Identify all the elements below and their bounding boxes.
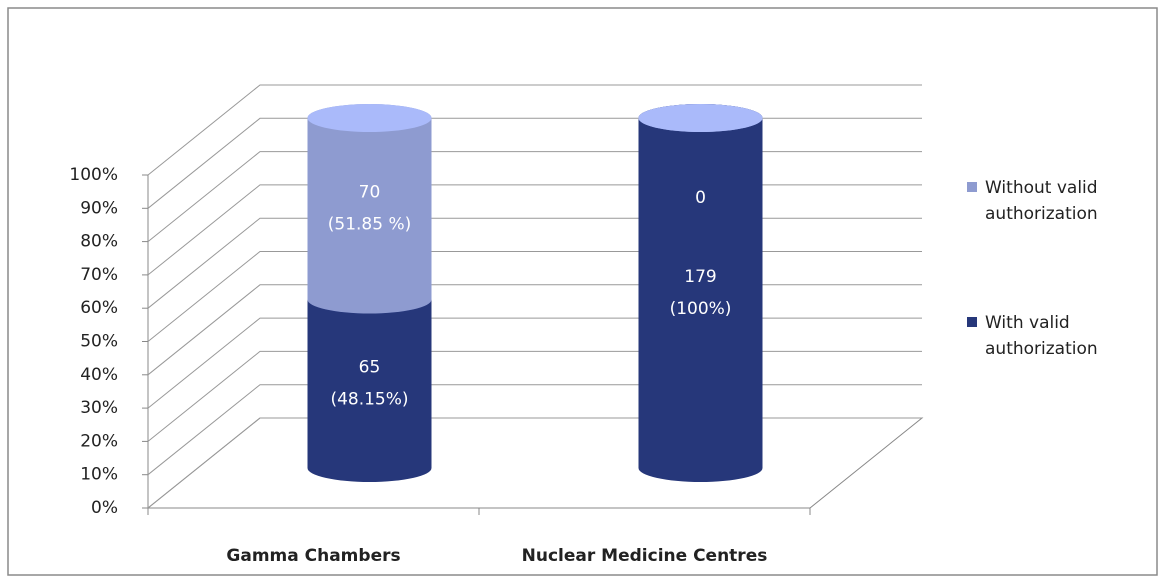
legend-swatch bbox=[967, 182, 977, 192]
y-tick-label: 60% bbox=[80, 298, 118, 318]
cylinder-segment bbox=[307, 104, 432, 314]
cylinder-cap bbox=[307, 104, 432, 132]
y-tick-label: 20% bbox=[80, 431, 118, 451]
data-label: (51.85 %) bbox=[328, 215, 412, 235]
data-label: 179 bbox=[684, 267, 716, 287]
y-tick-label: 70% bbox=[80, 265, 118, 285]
cylinder-cap bbox=[638, 104, 763, 132]
data-label: 0 bbox=[695, 188, 706, 208]
data-label: (100%) bbox=[670, 299, 732, 319]
y-tick-label: 100% bbox=[69, 165, 118, 185]
y-tick-label: 10% bbox=[80, 465, 118, 485]
legend-label: Without valid authorization bbox=[985, 178, 1098, 224]
y-tick-label: 40% bbox=[80, 365, 118, 385]
y-tick-label: 90% bbox=[80, 198, 118, 218]
x-tick-label: Nuclear Medicine Centres bbox=[522, 546, 768, 566]
cylinder-segment bbox=[307, 285, 432, 483]
data-label: 70 bbox=[359, 183, 381, 203]
grid-line bbox=[147, 84, 922, 176]
data-label: 65 bbox=[359, 358, 381, 378]
cylinder-segment bbox=[638, 104, 763, 483]
legend-item: Without valid authorization bbox=[967, 175, 1145, 227]
x-tick-label: Gamma Chambers bbox=[226, 546, 400, 566]
y-tick-label: 0% bbox=[91, 498, 118, 518]
y-tick-label: 30% bbox=[80, 398, 118, 418]
legend-item: With valid authorization bbox=[967, 310, 1145, 362]
chart-frame bbox=[7, 7, 1158, 576]
legend-swatch bbox=[967, 317, 977, 327]
y-tick-label: 50% bbox=[80, 332, 118, 352]
y-tick-label: 80% bbox=[80, 232, 118, 252]
legend-label: With valid authorization bbox=[985, 313, 1098, 359]
data-label: (48.15%) bbox=[330, 390, 408, 410]
